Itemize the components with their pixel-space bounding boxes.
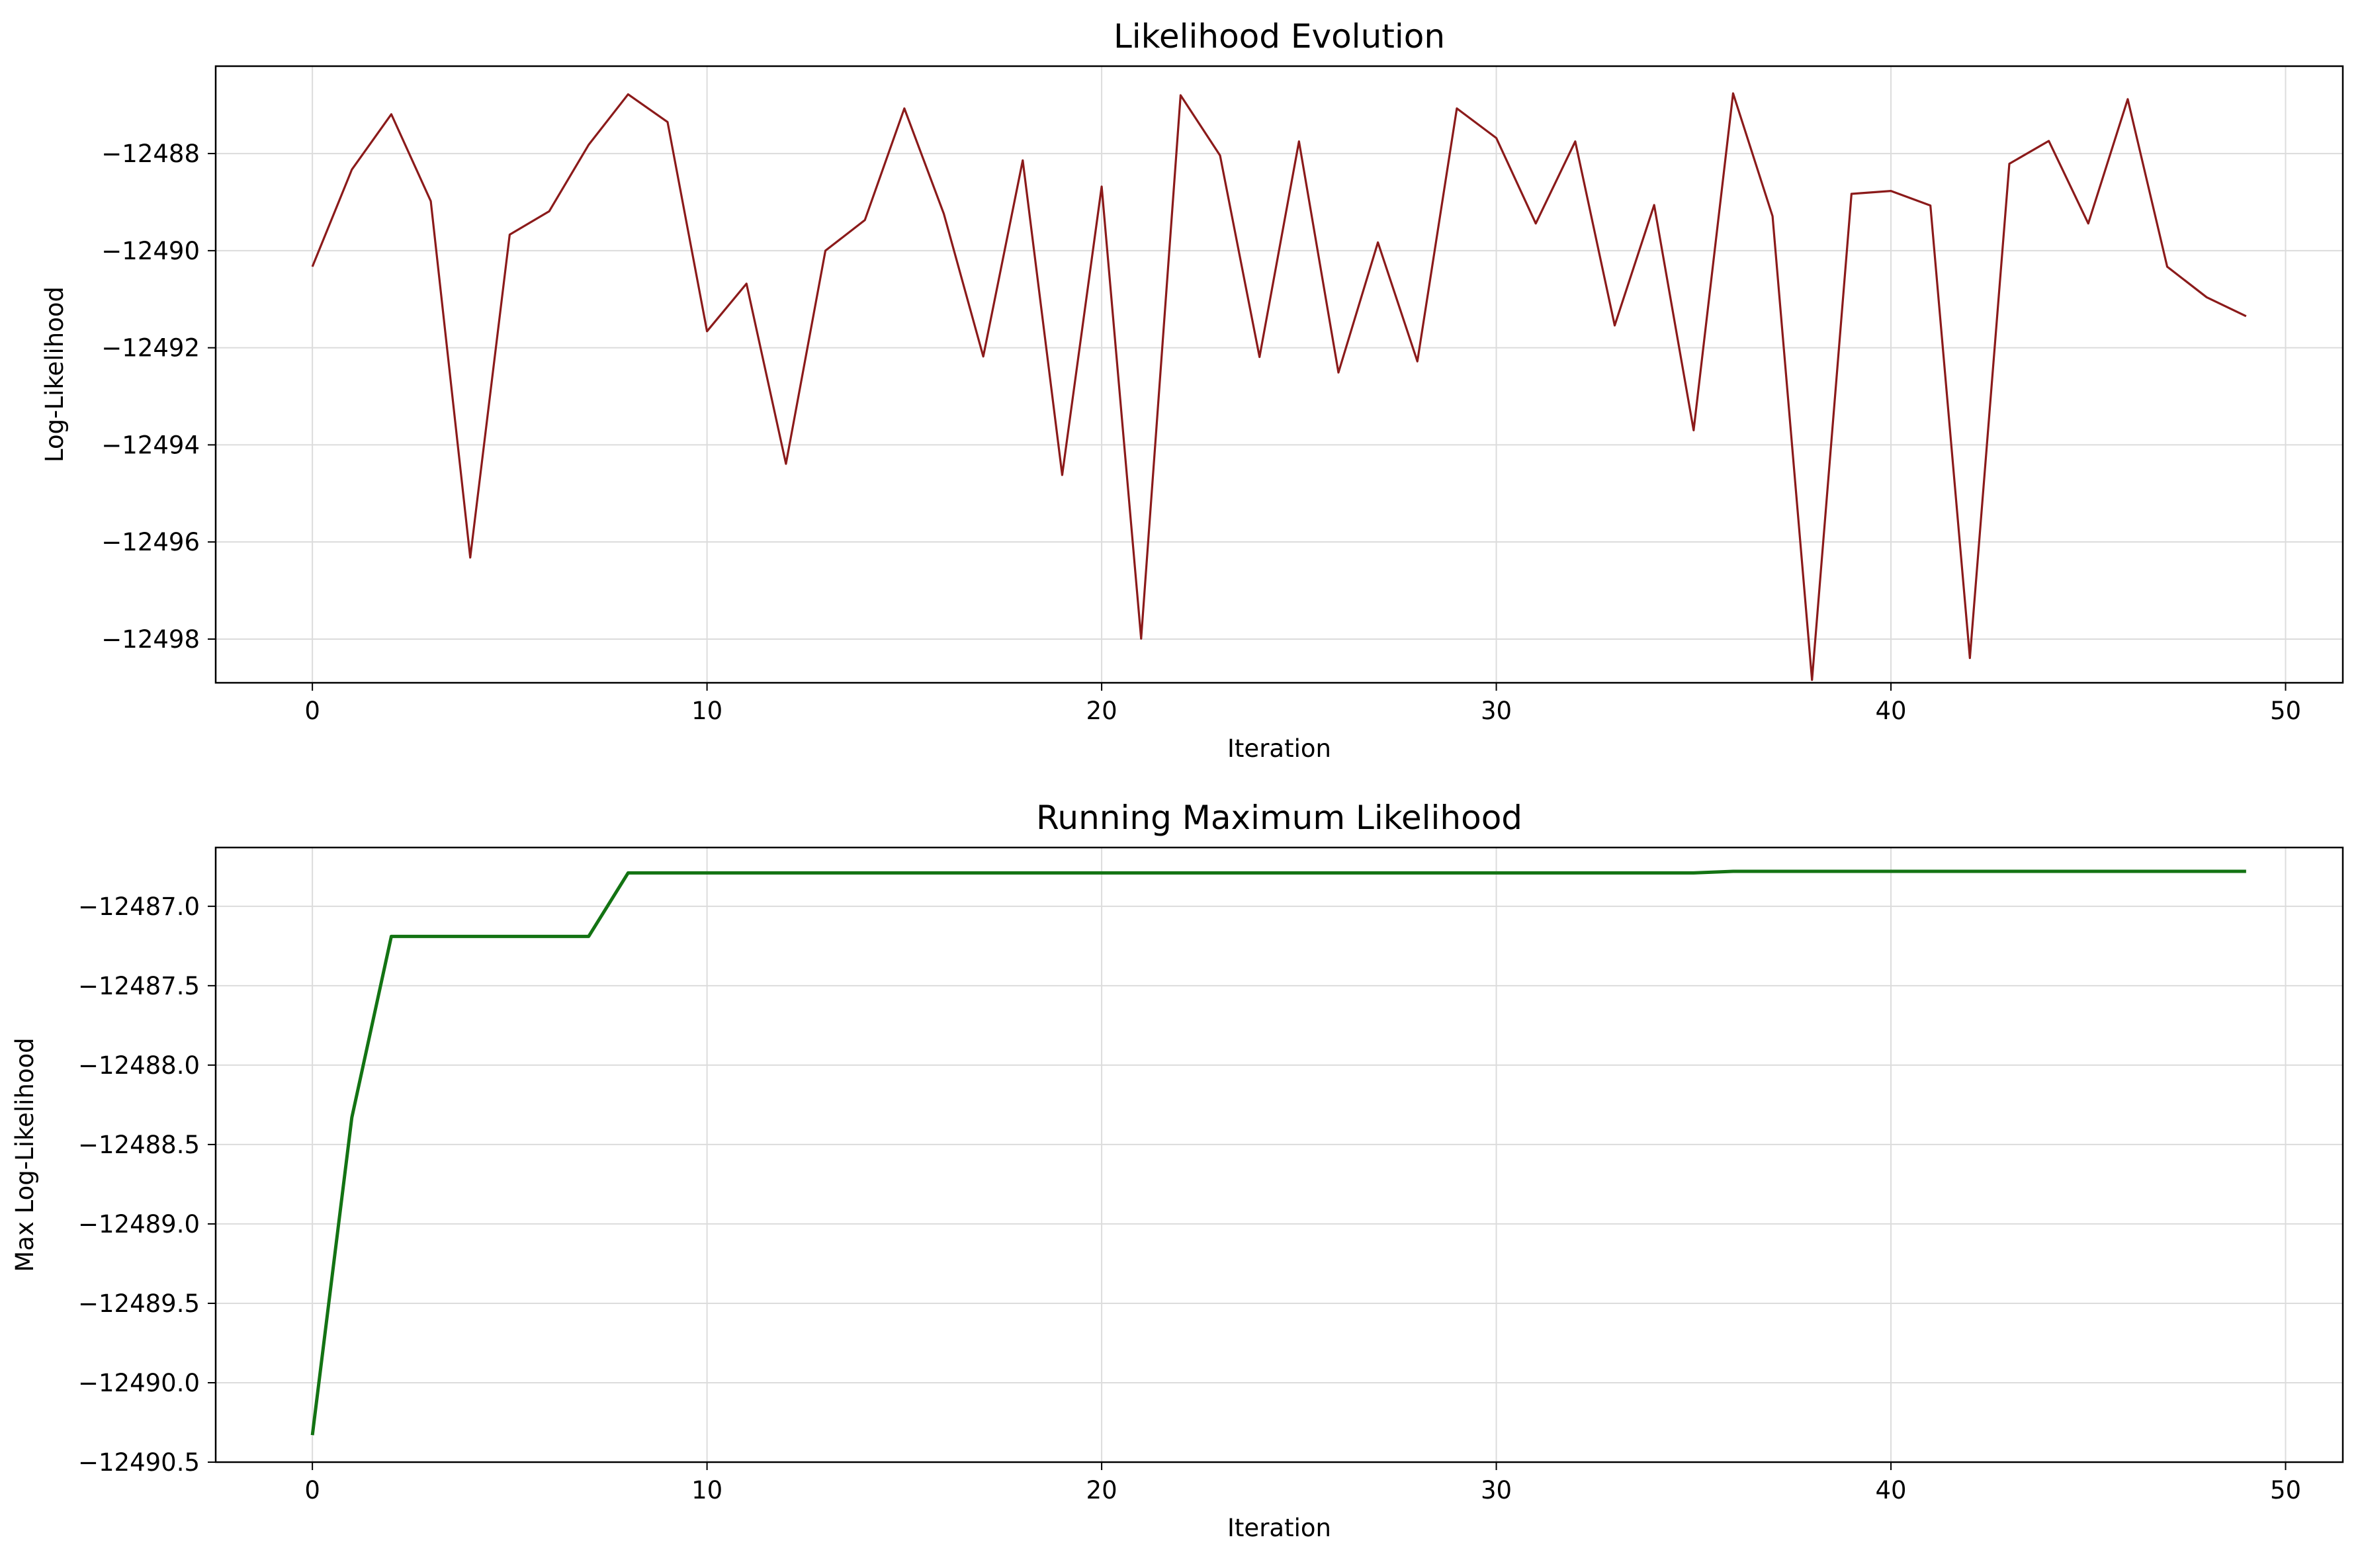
y-tick-label: −12492 (101, 334, 200, 363)
y-tick-label: −12494 (101, 431, 200, 459)
x-tick-label: 30 (1481, 697, 1512, 725)
x-tick-label: 10 (691, 1476, 722, 1504)
x-tick-label: 20 (1086, 697, 1117, 725)
y-tick-label: −12490 (101, 237, 200, 265)
axes-frame (214, 65, 2344, 684)
y-tick-label: −12487.5 (78, 972, 200, 1000)
y-tick-label: −12489.5 (78, 1289, 200, 1318)
x-tick-label: 50 (2270, 1476, 2301, 1504)
y-tick-label: −12490.5 (78, 1448, 200, 1477)
x-tick-label: 40 (1875, 697, 1906, 725)
running-maximum-chart: 0 10 20 30 40 50 −12487.0 −12487.5 −12488.0 −1248… (11, 799, 2344, 1542)
x-tick-label: 0 (304, 697, 320, 725)
likelihood-evolution-chart: 0 10 20 30 40 50 −12488 −12490 −12492 −12494 −1249… (40, 17, 2344, 763)
x-tick-label: 20 (1086, 1476, 1117, 1504)
axes-frame (214, 846, 2344, 1463)
y-axis-label: Log-Likelihood (40, 286, 69, 462)
x-tick-label: 30 (1481, 1476, 1512, 1504)
y-tick-label: −12488 (101, 140, 200, 168)
series-line (311, 92, 2247, 681)
series-line (310, 869, 2246, 1436)
x-axis-label: Iteration (1227, 734, 1331, 763)
y-tick-label: −12498 (101, 625, 200, 654)
x-tick-label: 10 (691, 697, 722, 725)
y-tick-label: −12487.0 (78, 893, 200, 921)
x-tick-label: 40 (1875, 1476, 1906, 1504)
y-axis-label: Max Log-Likelihood (11, 1037, 39, 1272)
x-tick-label: 50 (2270, 697, 2301, 725)
y-tick-label: −12496 (101, 528, 200, 556)
chart-title: Running Maximum Likelihood (1036, 799, 1522, 837)
y-tick-label: −12488.0 (78, 1051, 200, 1080)
y-tick-label: −12490.0 (78, 1369, 200, 1397)
x-axis-label: Iteration (1227, 1514, 1331, 1542)
x-tick-label: 0 (304, 1476, 320, 1504)
y-tick-label: −12489.0 (78, 1210, 200, 1239)
chart-title: Likelihood Evolution (1114, 17, 1445, 56)
y-tick-label: −12488.5 (78, 1131, 200, 1159)
